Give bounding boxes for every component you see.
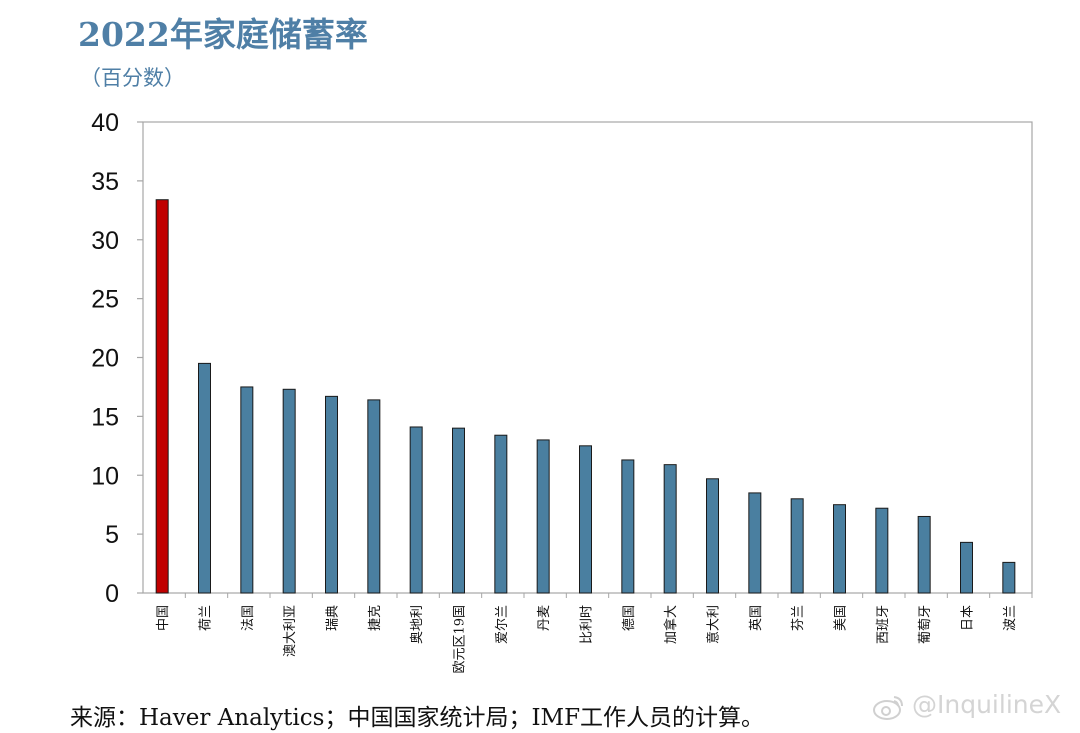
bar: [875, 507, 889, 594]
bar: [1002, 561, 1016, 594]
y-tick-label: 35: [91, 168, 119, 196]
x-category-label: 日本: [961, 605, 976, 631]
x-category-label: 中国: [156, 605, 171, 631]
x-category-label: 捷克: [368, 605, 383, 631]
x-category-label: 澳大利亚: [282, 605, 298, 657]
x-category-label: 英国: [749, 605, 764, 631]
y-tick-label: 5: [105, 521, 119, 549]
source-note: 来源：Haver Analytics；中国国家统计局；IMF工作人员的计算。: [70, 705, 765, 731]
x-category-label: 波兰: [1003, 605, 1018, 631]
x-category-label: 比利时: [580, 605, 595, 644]
y-tick-label: 25: [91, 286, 119, 314]
x-category-label: 法国: [241, 605, 256, 631]
bar: [536, 439, 550, 594]
weibo-icon: [873, 696, 903, 720]
x-category-label: 加拿大: [663, 605, 679, 644]
y-tick-label: 40: [91, 109, 119, 137]
bar: [240, 386, 254, 594]
bar: [917, 515, 931, 594]
bar: [579, 445, 592, 594]
y-tick-label: 10: [91, 462, 119, 490]
x-category-label: 奥地利: [410, 605, 425, 644]
y-tick-label: 20: [91, 345, 119, 373]
x-category-label: 欧元区19国: [453, 605, 468, 674]
bar: [663, 464, 677, 594]
bar: [494, 434, 508, 594]
bar: [706, 478, 719, 594]
y-tick-label: 0: [105, 580, 119, 608]
x-category-label: 瑞典: [326, 605, 341, 631]
x-category-label: 葡萄牙: [918, 605, 933, 644]
bar: [748, 492, 762, 594]
bar: [367, 399, 381, 594]
x-category-label: 爱尔兰: [495, 605, 510, 644]
chart-subtitle: （百分数）: [80, 66, 185, 90]
bar: [960, 541, 973, 594]
bar: [155, 199, 169, 594]
bar: [325, 395, 338, 594]
chart-title: 2022年家庭储蓄率: [78, 15, 368, 54]
bar: [198, 362, 211, 594]
x-category-label: 芬兰: [791, 605, 806, 631]
y-tick-label: 15: [91, 403, 119, 431]
bar: [409, 426, 423, 594]
x-category-label: 丹麦: [537, 605, 552, 631]
x-category-label: 意大利: [706, 605, 722, 644]
x-category-label: 美国: [834, 605, 849, 631]
bar: [790, 498, 804, 594]
bar: [452, 427, 465, 594]
x-category-label: 德国: [622, 605, 637, 631]
bar: [282, 388, 296, 594]
bar: [833, 504, 846, 594]
y-tick-label: 30: [91, 227, 119, 255]
bar: [621, 459, 635, 594]
x-category-label: 荷兰: [199, 605, 214, 631]
x-category-label: 西班牙: [876, 605, 891, 644]
watermark-text: @InquilineX: [912, 690, 1062, 719]
